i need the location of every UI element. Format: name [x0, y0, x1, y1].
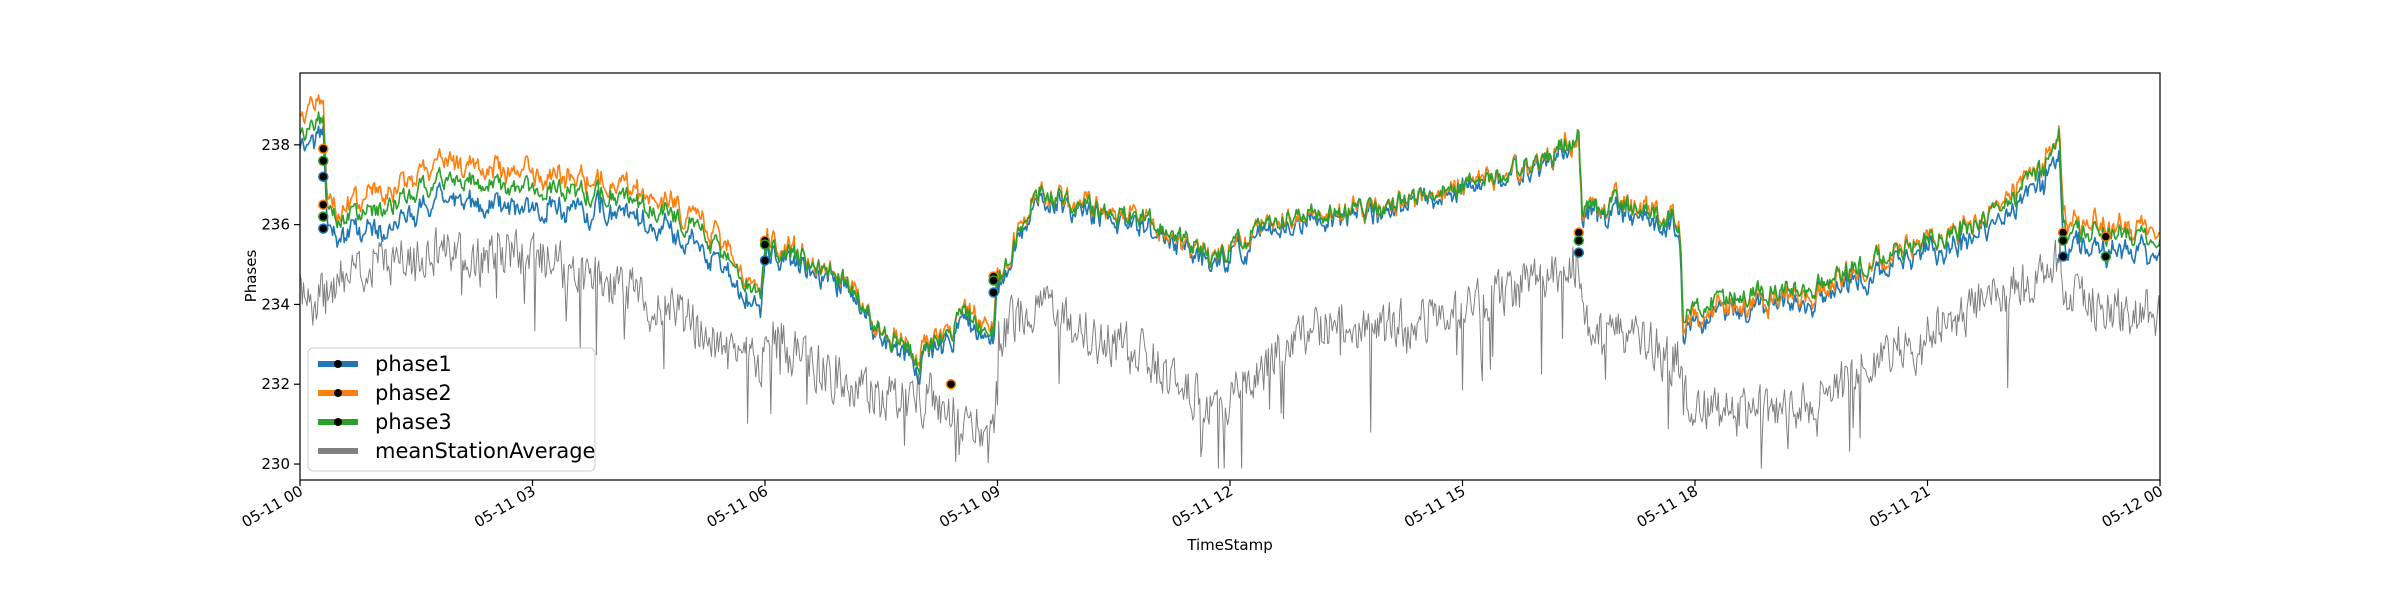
event-marker — [988, 287, 999, 298]
legend-item-mean-station-average: meanStationAverage — [318, 439, 595, 463]
legend-marker-phase2 — [334, 389, 342, 397]
event-marker — [1573, 247, 1585, 258]
event-marker — [318, 211, 329, 222]
legend-marker-phase1 — [334, 360, 342, 368]
legend-item-phase2: phase2 — [318, 381, 452, 405]
legend-item-phase1: phase1 — [318, 352, 452, 376]
y-axis: 230 232 234 236 238 — [261, 136, 300, 473]
y-tick-label: 238 — [261, 136, 290, 154]
y-tick-label: 234 — [261, 295, 290, 313]
event-marker — [318, 199, 329, 210]
event-marker — [318, 223, 329, 234]
phase1-series-layer — [299, 124, 2161, 385]
plot-area — [299, 72, 2161, 481]
event-marker — [2100, 231, 2112, 242]
event-marker — [759, 239, 771, 250]
event-marker — [318, 155, 329, 167]
y-tick-label: 236 — [261, 216, 290, 234]
legend-item-phase3: phase3 — [318, 410, 452, 434]
y-tick-label: 230 — [261, 455, 290, 473]
phase3-series-layer — [299, 111, 2161, 375]
legend-label-phase2: phase2 — [375, 381, 452, 405]
event-marker — [759, 255, 771, 266]
event-marker — [2057, 235, 2069, 246]
legend-marker-phase3 — [334, 418, 342, 426]
x-axis-title: TimeStamp — [1186, 536, 1272, 554]
event-marker — [2057, 251, 2069, 262]
event-marker — [945, 378, 957, 390]
event-marker — [318, 143, 329, 155]
legend-label-phase3: phase3 — [375, 410, 452, 434]
y-tick-label: 232 — [261, 375, 290, 393]
legend: phase1 phase2 phase3 meanStationAverage — [307, 347, 596, 472]
legend-label-mean-station-average: meanStationAverage — [375, 439, 595, 463]
series-line-phase1 — [299, 124, 2161, 385]
legend-box — [307, 347, 596, 472]
event-marker — [2100, 251, 2112, 262]
event-marker — [1573, 235, 1585, 246]
event-marker — [318, 171, 329, 182]
legend-label-phase1: phase1 — [375, 352, 452, 376]
event-markers — [318, 143, 2112, 390]
mean-series-layer — [299, 227, 2161, 469]
event-marker — [988, 275, 999, 286]
series-line-mean-station-average — [299, 227, 2161, 469]
y-axis-title: Phases — [242, 250, 260, 303]
series-line-phase3 — [299, 111, 2161, 375]
